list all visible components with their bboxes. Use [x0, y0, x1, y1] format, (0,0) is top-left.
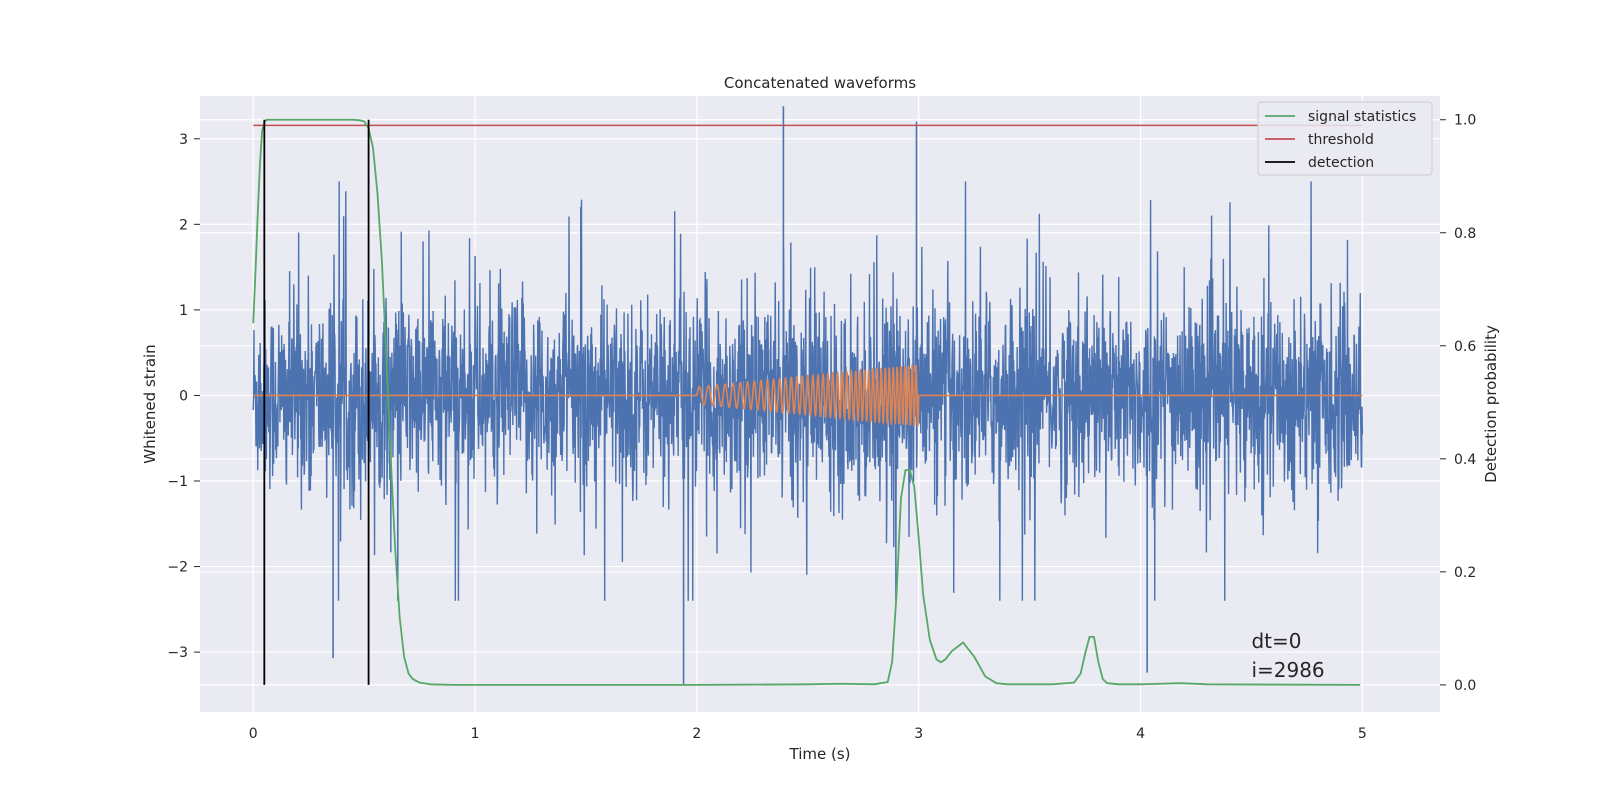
- y2-tick-label: 0.0: [1454, 678, 1476, 694]
- plot-content: [252, 106, 1364, 686]
- x-tick-label: 1: [471, 726, 480, 742]
- chart-title: Concatenated waveforms: [724, 74, 916, 92]
- legend-box: [1257, 101, 1433, 176]
- legend: signal statistics threshold detection: [1257, 101, 1433, 176]
- y-tick-label: 0: [179, 388, 188, 404]
- x-ticks: 0 1 2 3 4 5: [249, 726, 1367, 742]
- y2-tick-label: 0.2: [1454, 565, 1476, 581]
- y-tick-label: −3: [167, 645, 188, 661]
- x-tick-label: 0: [249, 726, 258, 742]
- y2-tick-label: 1.0: [1454, 113, 1476, 129]
- y-tick-label: 3: [179, 132, 188, 148]
- legend-label-detection: detection: [1308, 155, 1374, 171]
- x-axis-label: Time (s): [789, 745, 851, 763]
- x-tick-label: 2: [692, 726, 701, 742]
- x-tick-label: 5: [1358, 726, 1367, 742]
- y2-tick-label: 0.4: [1454, 452, 1476, 468]
- y2-tick-label: 0.6: [1454, 339, 1476, 355]
- y-axis-label: Whitened strain: [141, 344, 159, 463]
- signal-statistics-series: [252, 118, 1361, 686]
- noise-series: [252, 181, 1364, 601]
- y-tick-label: 2: [179, 217, 188, 233]
- x-tick-label: 3: [914, 726, 923, 742]
- y-tick-label: −1: [167, 474, 188, 490]
- y-tick-label: 1: [179, 303, 188, 319]
- y-tick-label: −2: [167, 560, 188, 576]
- y2-tick-label: 0.8: [1454, 226, 1476, 242]
- annotation-text: i=2986: [1251, 658, 1324, 682]
- y-ticks: −3 −2 −1 0 1 2 3: [167, 132, 200, 661]
- legend-label-signal-statistics: signal statistics: [1308, 109, 1416, 125]
- chirp-series: [253, 363, 1363, 427]
- annotations: dt=0 i=2986: [1251, 629, 1324, 682]
- x-tick-label: 4: [1136, 726, 1145, 742]
- y2-ticks: 0.0 0.2 0.4 0.6 0.8 1.0: [1440, 113, 1476, 694]
- annotation-text: dt=0: [1251, 629, 1301, 653]
- y2-axis-label: Detection probability: [1482, 325, 1500, 483]
- legend-label-threshold: threshold: [1308, 132, 1374, 148]
